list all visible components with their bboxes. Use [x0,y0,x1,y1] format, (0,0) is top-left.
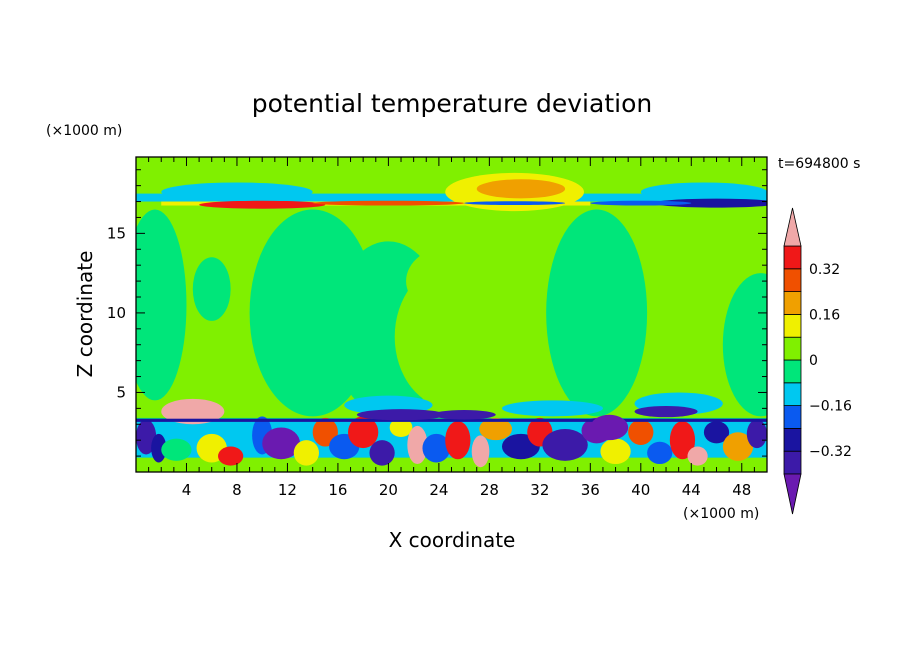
boundary-cell-16 [445,421,471,460]
x-tick-label: 32 [530,481,549,499]
west-cool-region [136,209,187,401]
boundary-cell-28 [703,421,730,444]
inversion-dark-c [634,405,698,418]
y-tick-label: 5 [116,383,126,401]
boundary-cell-2 [161,398,225,425]
colorbar-label: 0 [809,353,818,369]
x-tick-label: 8 [232,481,242,499]
boundary-cell-26 [669,421,696,460]
x-tick-label: 28 [480,481,499,499]
upper-bulge-cyan [161,182,313,202]
boundary-cell-23 [600,438,631,465]
colorbar-label: 0.32 [809,262,840,278]
x-tick-label: 44 [682,481,701,499]
colorbar-segment [783,450,802,475]
colorbar-label: −0.16 [809,399,852,415]
boundary-cell-29 [722,432,754,461]
boundary-cell-0 [136,419,157,455]
boundary-cell-27 [687,446,708,466]
x-tick-label: 40 [631,481,650,499]
y-tick-label: 15 [107,224,126,242]
boundary-cell-12 [369,440,395,466]
colorbar-segment [783,405,802,429]
time-label: t=694800 s [778,156,860,172]
boundary-cell-17 [471,435,490,468]
x-tick-label: 16 [328,481,347,499]
boundary-cell-3 [161,438,192,461]
cyan-lower-b [501,400,603,417]
y-tick-label: 10 [107,304,126,322]
tropopause-blue-east [590,200,692,206]
colorbar-segment [783,313,802,338]
boundary-cell-25 [647,441,673,465]
y-axis-label: Z coordinate [73,251,97,378]
colorbar-segment [783,245,802,270]
x-tick-label: 48 [732,481,751,499]
tropopause-blue [464,201,566,206]
colorbar-segment [783,291,802,315]
tropopause-dark-east [653,198,767,208]
x-tick-label: 36 [581,481,600,499]
colorbar-label: −0.32 [809,444,852,460]
tropopause-red-west [199,200,326,209]
tropopause-orange [312,200,465,206]
colorbar-segment [783,359,802,384]
mid-patch [192,257,231,321]
colorbar: 0.32 0.16 0 −0.16 −0.32 [783,207,852,515]
x-tick-label: 4 [182,481,192,499]
x-tick-labels: 4 8 12 16 20 24 28 32 36 40 44 48 [182,481,752,499]
boundary-cell-11 [348,416,379,449]
inversion-dark-b [432,409,496,420]
x-axis-unit: (×1000 m) [683,506,759,522]
boundary-cell-5 [218,446,244,466]
y-axis-unit: (×1000 m) [46,123,122,139]
boundary-cell-8 [293,440,319,466]
colorbar-segment [783,382,802,406]
central-plume-top [406,246,497,317]
contour-field [136,157,767,472]
axis-ticks [136,157,767,472]
dark-patch-east [590,414,629,441]
boundary-cell-15 [422,433,451,463]
upper-bulge-cyan-east [640,182,767,202]
east-cool-region [722,273,767,417]
upper-warm-dome-core [476,179,566,199]
boundary-cell-21 [542,429,588,461]
inversion-line-blue [136,418,767,422]
boundary-cell-24 [628,419,654,445]
x-tick-label: 20 [379,481,398,499]
boundary-cell-14 [407,425,428,465]
boundary-cell-7 [262,427,301,460]
boundary-cell-1 [151,433,167,463]
boundary-cell-13 [389,417,413,438]
boundary-cell-18 [479,417,513,441]
colorbar-top-arrow [783,207,802,247]
x-tick-label: 12 [278,481,297,499]
inversion-dark-a [356,409,446,421]
colorbar-segment [783,427,802,452]
colorbar-segment [783,268,802,292]
y-tick-labels: 5 10 15 [107,224,126,401]
colorbar-bottom-arrow [783,473,802,515]
cool-region-c [546,209,648,417]
chart-title: potential temperature deviation [252,89,652,118]
boundary-cell-9 [312,417,338,447]
boundary-cell-30 [746,419,767,449]
colorbar-segment [783,336,802,361]
x-axis-label: X coordinate [389,528,516,552]
x-tick-label: 24 [429,481,448,499]
colorbar-label: 0.16 [809,307,840,323]
